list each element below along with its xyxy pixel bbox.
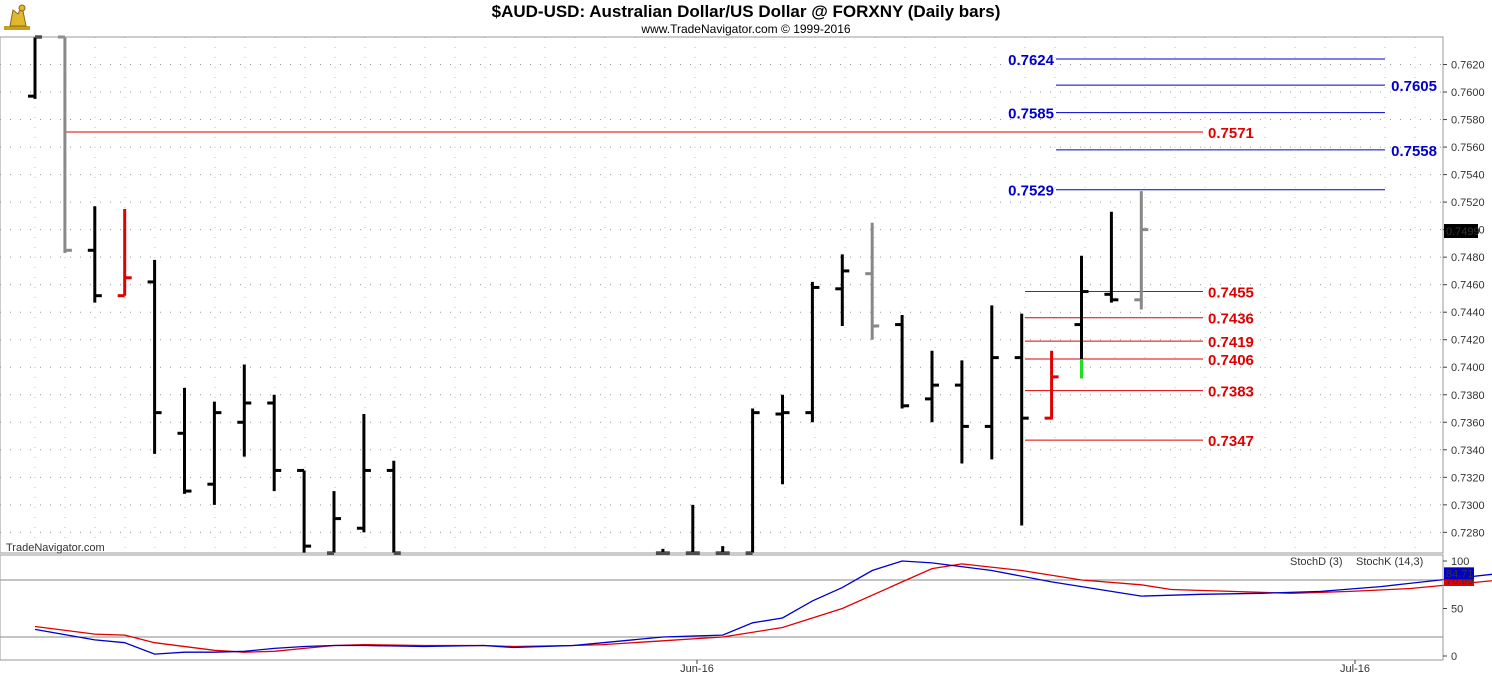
stochastic-lines	[34, 560, 1492, 655]
y-tick-label: 0.7600	[1451, 87, 1485, 99]
axes: 0.7620 0.7600 0.7580 0.7560 0.7540 0.7520 0.75…	[0, 36, 1485, 675]
y-tick-label: 0.7580	[1451, 115, 1485, 127]
last-price-box	[1444, 224, 1478, 239]
y-tick-label: 0.7440	[1451, 307, 1485, 319]
level-label-blue: 0.7605	[1391, 78, 1437, 95]
stoch-legend-k: StochK (14,3)	[1356, 556, 1423, 568]
y-tick-label: 0.7320	[1451, 472, 1485, 484]
y-tick-label: 0.7480	[1451, 252, 1485, 264]
chart-subtitle: www.TradeNavigator.com © 1999-2016	[641, 22, 851, 36]
stoch-last-label: 84.71	[1446, 568, 1474, 580]
y-tick-label: 0.7520	[1451, 197, 1485, 209]
level-label-red: 0.7571	[1208, 125, 1254, 142]
stoch-last-box	[1444, 567, 1474, 580]
y-tick-label: 0.7420	[1451, 335, 1485, 347]
y-tick-label: 0.7380	[1451, 390, 1485, 402]
level-label-red: 0.7347	[1208, 433, 1254, 450]
stoch-y-tick-label: 50	[1451, 604, 1463, 616]
stoch-series-line	[34, 560, 1492, 655]
stoch-panel-frame	[0, 554, 1444, 661]
y-tick-label: 0.7340	[1451, 445, 1485, 457]
level-label-red: 0.7455	[1208, 285, 1254, 302]
last-price-label: 0.7499	[1446, 226, 1480, 238]
y-tick-label: 0.7540	[1451, 170, 1485, 182]
level-label-blue: 0.7529	[1008, 183, 1054, 200]
x-tick-label: Jun-16	[680, 663, 714, 675]
stoch-y-tick-label: 0	[1451, 651, 1457, 663]
x-tick-label: Jul-16	[1340, 663, 1370, 675]
level-label-blue: 0.7558	[1391, 143, 1437, 160]
y-tick-label: 0.7280	[1451, 527, 1485, 539]
y-tick-label: 0.7560	[1451, 142, 1485, 154]
stoch-grid	[0, 579, 1443, 638]
y-tick-label: 0.7360	[1451, 417, 1485, 429]
level-label-red: 0.7419	[1208, 334, 1254, 351]
y-tick-label: 0.7400	[1451, 362, 1485, 374]
y-tick-label: 0.7620	[1451, 60, 1485, 72]
level-label-red: 0.7436	[1208, 311, 1254, 328]
trade-navigator-logo-icon	[2, 2, 34, 34]
level-label-red: 0.7406	[1208, 352, 1254, 369]
level-label-blue: 0.7624	[1008, 52, 1055, 69]
price-levels: 0.7624 0.7605 0.7585 0.7558 0.7529 0.7571 0.74…	[65, 52, 1437, 450]
stoch-y-tick-label: 100	[1451, 556, 1469, 568]
stoch-legend-d: StochD (3)	[1290, 556, 1343, 568]
level-label-blue: 0.7585	[1008, 106, 1054, 123]
chart-title: $AUD-USD: Australian Dollar/US Dollar @ …	[491, 2, 1001, 21]
price-bars	[28, 35, 1149, 555]
level-label-red: 0.7383	[1208, 384, 1254, 401]
watermark: TradeNavigator.com	[6, 542, 105, 554]
main-panel-frame	[0, 36, 1444, 554]
y-tick-label: 0.7460	[1451, 280, 1485, 292]
y-tick-label: 0.7300	[1451, 500, 1485, 512]
stoch-series-line	[34, 563, 1492, 653]
